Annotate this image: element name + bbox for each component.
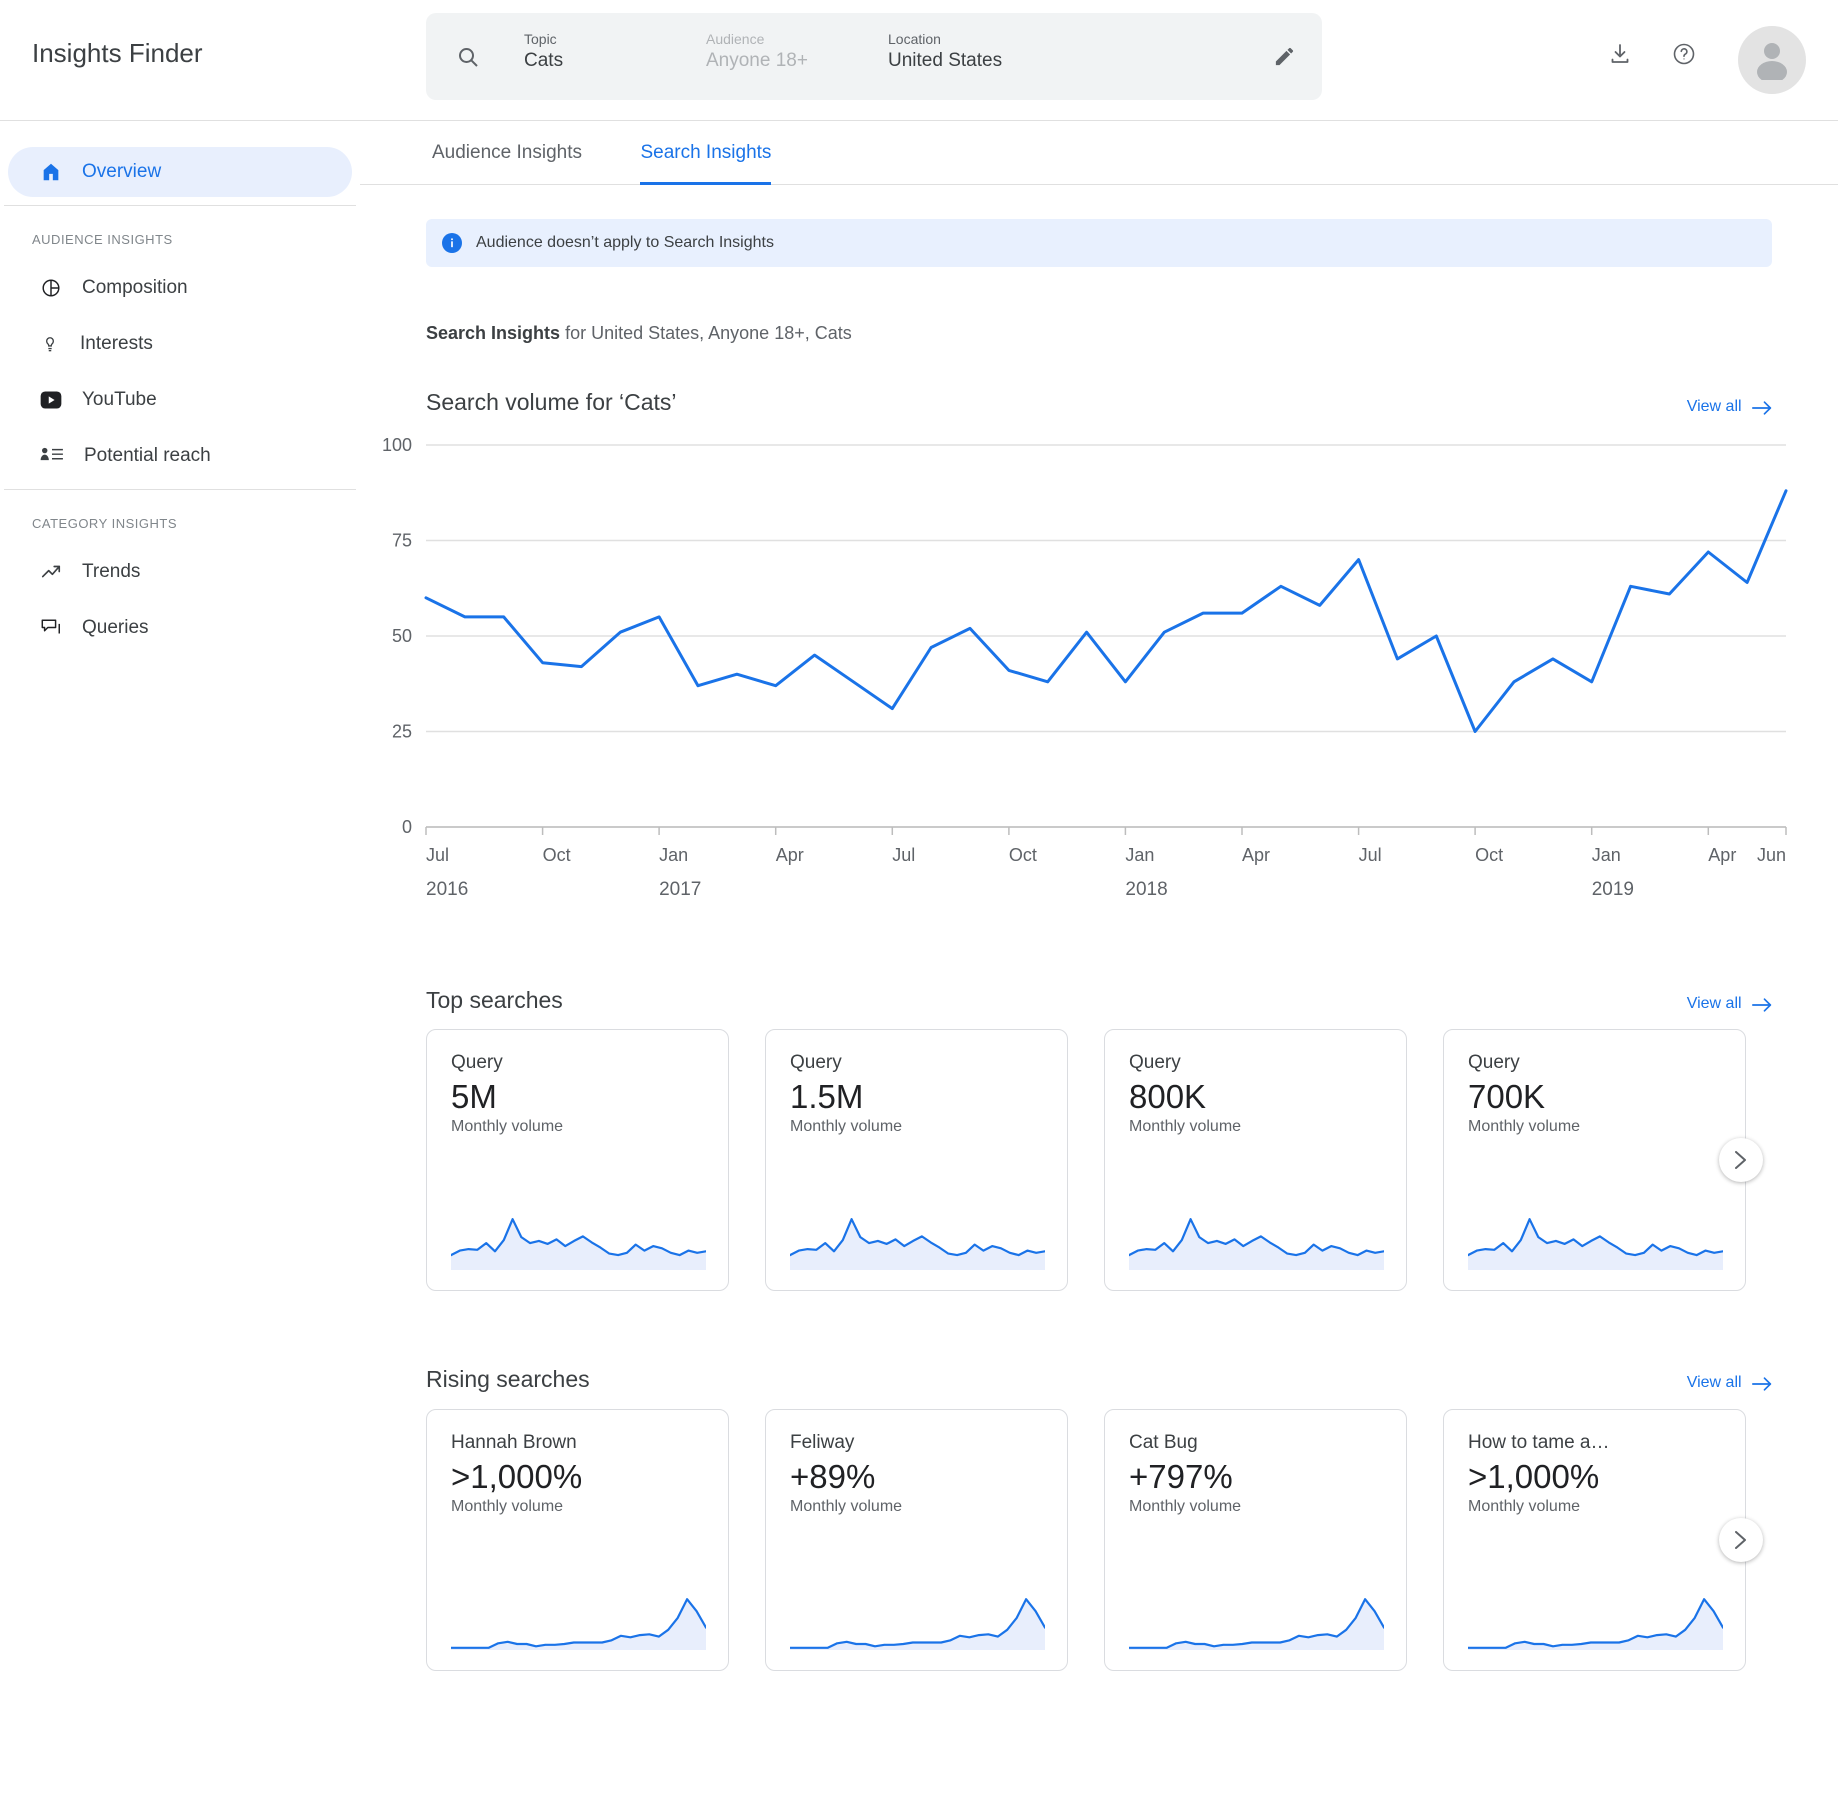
svg-text:Oct: Oct [1009, 845, 1037, 865]
svg-text:2017: 2017 [659, 879, 701, 900]
svg-text:100: 100 [382, 435, 412, 455]
svg-text:Apr: Apr [776, 845, 804, 865]
svg-text:25: 25 [392, 722, 412, 742]
svg-text:2019: 2019 [1592, 879, 1634, 900]
svg-text:Jan: Jan [1592, 845, 1621, 865]
svg-text:75: 75 [392, 531, 412, 551]
svg-text:Oct: Oct [1475, 845, 1503, 865]
svg-text:2016: 2016 [426, 879, 468, 900]
svg-text:Jan: Jan [1125, 845, 1154, 865]
svg-text:0: 0 [402, 817, 412, 837]
svg-text:Jan: Jan [659, 845, 688, 865]
svg-text:Jul: Jul [1359, 845, 1382, 865]
svg-text:Jul: Jul [426, 845, 449, 865]
svg-text:2018: 2018 [1125, 879, 1167, 900]
svg-text:Oct: Oct [543, 845, 571, 865]
svg-text:Jul: Jul [892, 845, 915, 865]
svg-text:Apr: Apr [1708, 845, 1736, 865]
svg-text:Jun: Jun [1757, 845, 1786, 865]
svg-text:Apr: Apr [1242, 845, 1270, 865]
svg-text:50: 50 [392, 626, 412, 646]
